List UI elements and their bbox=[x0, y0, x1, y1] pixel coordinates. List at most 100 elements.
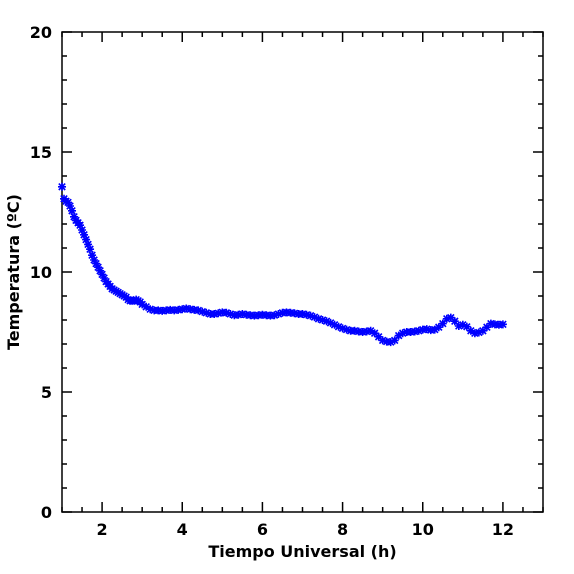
data-point-marker bbox=[58, 182, 66, 191]
data-point-marker bbox=[334, 322, 343, 331]
data-point-marker bbox=[198, 307, 207, 316]
data-point-marker bbox=[86, 245, 95, 254]
data-point-marker bbox=[294, 310, 303, 318]
x-tick-label: 12 bbox=[492, 520, 514, 539]
data-point-marker bbox=[226, 310, 235, 318]
data-point-marker bbox=[330, 320, 339, 329]
data-point-marker bbox=[438, 319, 447, 328]
data-point-marker bbox=[66, 202, 75, 210]
data-point-marker bbox=[426, 326, 435, 335]
data-point-marker bbox=[274, 310, 283, 318]
data-point-marker bbox=[98, 270, 107, 279]
data-point-marker bbox=[282, 308, 291, 317]
data-point-marker bbox=[96, 266, 105, 275]
data-point-marker bbox=[262, 311, 271, 320]
data-point-marker bbox=[286, 308, 295, 317]
data-point-marker bbox=[406, 328, 415, 336]
data-point-marker bbox=[90, 256, 99, 264]
data-point-marker bbox=[498, 320, 507, 329]
data-point-marker bbox=[366, 326, 375, 335]
data-point-marker bbox=[92, 259, 101, 268]
data-point-marker bbox=[326, 318, 335, 327]
data-point-marker bbox=[82, 235, 91, 244]
data-point-marker bbox=[250, 311, 259, 320]
data-point-marker bbox=[482, 323, 491, 332]
data-point-marker bbox=[346, 326, 355, 335]
data-point-marker bbox=[278, 308, 287, 317]
data-point-marker bbox=[382, 337, 391, 346]
data-point-marker bbox=[446, 313, 455, 322]
x-tick-label: 10 bbox=[412, 520, 434, 539]
data-point-marker bbox=[338, 324, 347, 333]
x-tick-label: 4 bbox=[177, 520, 188, 539]
data-point-marker bbox=[270, 311, 279, 320]
data-point-marker bbox=[290, 309, 299, 318]
data-point-marker bbox=[206, 310, 215, 318]
data-point-marker bbox=[342, 325, 351, 334]
data-point-marker bbox=[386, 338, 395, 347]
data-point-marker bbox=[398, 329, 407, 338]
data-point-marker bbox=[202, 308, 211, 317]
y-tick-label: 20 bbox=[30, 23, 52, 42]
x-axis-title: Tiempo Universal (h) bbox=[208, 542, 396, 561]
data-point-marker bbox=[222, 308, 231, 317]
data-point-marker bbox=[178, 305, 187, 314]
y-tick-label: 0 bbox=[41, 503, 52, 522]
data-point-marker bbox=[254, 311, 263, 320]
y-tick-label: 10 bbox=[30, 263, 52, 282]
data-point-marker bbox=[84, 240, 93, 249]
data-point-marker bbox=[146, 305, 155, 314]
data-point-marker bbox=[354, 327, 363, 336]
data-point-marker bbox=[258, 310, 267, 319]
data-point-marker bbox=[138, 300, 147, 309]
data-point-marker bbox=[362, 327, 371, 336]
data-point-marker bbox=[414, 326, 423, 335]
data-point-marker bbox=[450, 317, 459, 326]
data-point-marker bbox=[170, 306, 179, 315]
data-point-marker bbox=[486, 319, 495, 328]
data-point-marker bbox=[478, 326, 487, 335]
data-point-marker bbox=[238, 310, 247, 318]
data-point-marker bbox=[490, 320, 499, 329]
data-point-marker bbox=[242, 310, 251, 319]
data-point-marker bbox=[158, 306, 167, 315]
data-point-marker bbox=[70, 212, 79, 221]
data-point-marker bbox=[218, 308, 227, 317]
x-tick-label: 2 bbox=[97, 520, 108, 539]
data-point-marker bbox=[394, 331, 403, 340]
data-point-marker bbox=[318, 316, 327, 324]
data-points bbox=[58, 182, 507, 347]
data-point-marker bbox=[194, 306, 203, 315]
data-point-marker bbox=[266, 311, 275, 320]
data-point-marker bbox=[462, 322, 471, 331]
data-point-marker bbox=[494, 320, 503, 329]
data-point-marker bbox=[154, 306, 163, 315]
data-point-marker bbox=[390, 336, 399, 345]
data-point-marker bbox=[80, 230, 89, 239]
data-point-marker bbox=[210, 310, 219, 318]
data-point-marker bbox=[150, 306, 159, 315]
data-point-marker bbox=[314, 314, 323, 323]
data-point-marker bbox=[298, 310, 307, 318]
data-point-marker bbox=[100, 274, 109, 282]
x-tick-label: 8 bbox=[337, 520, 348, 539]
y-tick-label: 15 bbox=[30, 143, 52, 162]
data-point-marker bbox=[322, 317, 331, 326]
data-point-marker bbox=[302, 310, 311, 319]
x-tick-label: 6 bbox=[257, 520, 268, 539]
data-point-marker bbox=[78, 226, 87, 234]
data-point-marker bbox=[458, 320, 467, 329]
data-point-marker bbox=[374, 332, 383, 341]
data-point-marker bbox=[370, 329, 379, 338]
data-point-marker bbox=[402, 328, 411, 336]
data-point-marker bbox=[378, 336, 387, 345]
data-point-marker bbox=[182, 304, 191, 313]
data-point-marker bbox=[434, 323, 443, 332]
data-point-marker bbox=[186, 305, 195, 314]
data-point-marker bbox=[234, 310, 243, 319]
data-point-marker bbox=[430, 325, 439, 334]
data-point-marker bbox=[418, 325, 427, 334]
data-point-marker bbox=[422, 325, 431, 334]
data-point-marker bbox=[454, 322, 463, 330]
data-point-marker bbox=[214, 309, 223, 318]
